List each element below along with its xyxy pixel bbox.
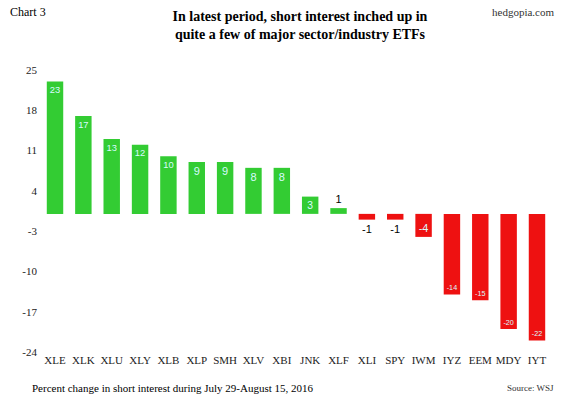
svg-text:XLI: XLI: [358, 354, 377, 366]
svg-text:SPY: SPY: [385, 354, 405, 366]
svg-text:9: 9: [222, 165, 228, 177]
svg-text:XLP: XLP: [186, 354, 207, 366]
svg-text:3: 3: [307, 200, 313, 211]
svg-text:Chart 3: Chart 3: [10, 5, 46, 19]
svg-text:9: 9: [194, 165, 200, 177]
svg-text:4: 4: [32, 185, 38, 197]
svg-text:IWM: IWM: [412, 354, 436, 366]
svg-text:17: 17: [78, 120, 88, 130]
svg-text:-4: -4: [419, 222, 429, 234]
svg-text:11: 11: [26, 144, 37, 156]
svg-text:XLE: XLE: [44, 354, 66, 366]
svg-text:XLU: XLU: [100, 354, 123, 366]
svg-text:In latest period, short intere: In latest period, short interest inched …: [173, 9, 428, 42]
svg-text:8: 8: [279, 171, 285, 183]
svg-text:IYT: IYT: [528, 354, 547, 366]
svg-text:Source: WSJ: Source: WSJ: [507, 383, 554, 393]
svg-text:-1: -1: [390, 223, 400, 235]
svg-text:-20: -20: [503, 318, 513, 327]
svg-text:-1: -1: [362, 223, 372, 235]
svg-text:18: 18: [26, 104, 38, 116]
svg-text:-24: -24: [22, 346, 37, 358]
svg-text:-22: -22: [532, 329, 542, 338]
svg-text:-3: -3: [28, 225, 38, 237]
svg-text:13: 13: [106, 143, 116, 153]
svg-text:1: 1: [335, 193, 341, 205]
svg-text:XLB: XLB: [157, 354, 179, 366]
svg-text:12: 12: [135, 148, 145, 158]
svg-text:-15: -15: [475, 289, 485, 298]
svg-text:8: 8: [250, 171, 256, 183]
svg-text:XLY: XLY: [129, 354, 151, 366]
svg-text:10: 10: [163, 160, 173, 170]
svg-text:IYZ: IYZ: [443, 354, 462, 366]
svg-text:-10: -10: [22, 265, 37, 277]
svg-text:JNK: JNK: [300, 354, 320, 366]
svg-text:XLK: XLK: [72, 354, 95, 366]
svg-text:-17: -17: [22, 306, 37, 318]
svg-text:25: 25: [26, 64, 38, 76]
svg-text:XBI: XBI: [272, 354, 291, 366]
svg-text:23: 23: [50, 85, 60, 95]
svg-text:-14: -14: [447, 283, 457, 292]
svg-text:SMH: SMH: [213, 354, 237, 366]
svg-text:hedgopia.com: hedgopia.com: [492, 6, 554, 18]
svg-text:MDY: MDY: [496, 354, 522, 366]
svg-text:XLV: XLV: [243, 354, 265, 366]
svg-text:EEM: EEM: [469, 354, 492, 366]
svg-text:XLF: XLF: [328, 354, 349, 366]
svg-text:Percent change in short intere: Percent change in short interest during …: [32, 382, 314, 394]
